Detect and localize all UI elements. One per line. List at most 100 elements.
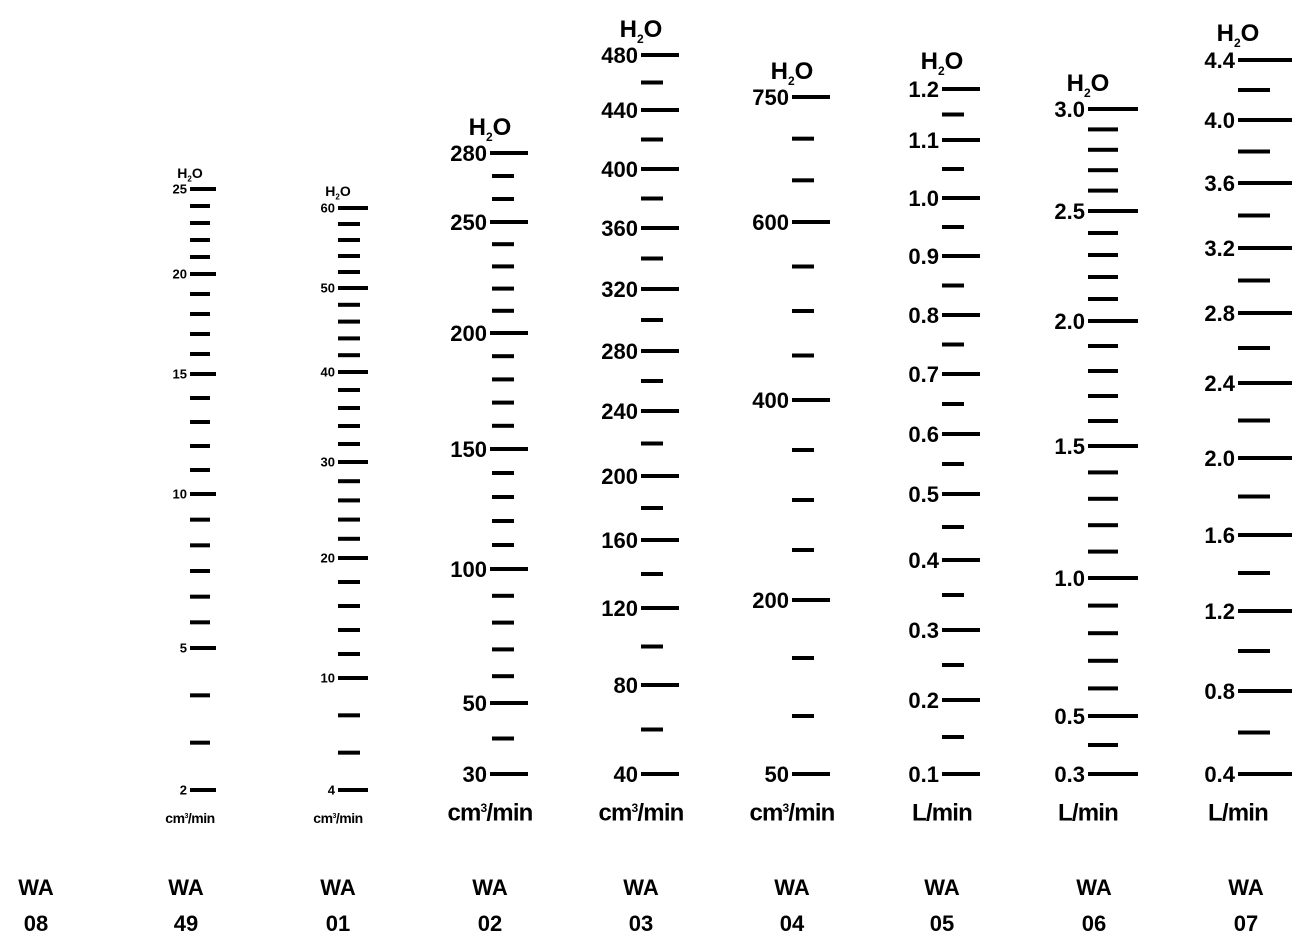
tick-label: 1.5 — [1054, 434, 1085, 459]
minor-tick — [641, 379, 663, 383]
tick-label: 750 — [752, 85, 789, 110]
minor-tick — [942, 225, 964, 229]
minor-tick — [792, 656, 814, 660]
minor-tick — [338, 580, 360, 584]
minor-tick — [1088, 168, 1118, 173]
major-tick — [1238, 246, 1292, 250]
minor-tick — [190, 569, 210, 573]
minor-tick — [942, 593, 964, 597]
minor-tick — [338, 270, 360, 274]
major-tick — [1238, 118, 1292, 122]
model-prefix: WA — [1228, 875, 1264, 900]
minor-tick — [338, 713, 360, 718]
tick-label: 440 — [601, 98, 638, 123]
minor-tick — [190, 238, 210, 242]
major-tick — [942, 313, 980, 317]
unit-label: cm3/min — [165, 810, 214, 826]
minor-tick — [1238, 418, 1270, 423]
major-tick — [641, 772, 679, 776]
minor-tick — [1238, 571, 1270, 575]
major-tick — [1088, 714, 1138, 718]
minor-tick — [942, 402, 964, 406]
tick-label: 3.6 — [1204, 171, 1235, 196]
major-tick — [792, 598, 830, 602]
major-tick — [1088, 209, 1138, 213]
minor-tick — [190, 396, 210, 400]
unit-header-h2o: H2O — [1217, 20, 1260, 50]
unit-label: L/min — [912, 799, 972, 826]
minor-tick — [492, 400, 514, 405]
minor-tick — [338, 498, 360, 503]
minor-tick — [190, 221, 210, 225]
tick-label: 1.0 — [908, 186, 939, 211]
minor-tick — [792, 548, 814, 552]
major-tick — [641, 108, 679, 112]
major-tick — [641, 538, 679, 542]
minor-tick — [492, 593, 514, 598]
major-tick — [641, 409, 679, 413]
minor-tick — [492, 174, 514, 178]
major-tick — [490, 772, 528, 776]
major-tick — [641, 287, 679, 291]
tick-label: 4.4 — [1204, 48, 1235, 73]
unit-header-h2o: H2O — [177, 165, 203, 184]
tick-label: 40 — [321, 365, 335, 380]
major-tick — [1088, 576, 1138, 580]
minor-tick — [492, 423, 514, 428]
minor-tick — [641, 256, 663, 261]
major-tick — [338, 556, 368, 560]
minor-tick — [792, 353, 814, 358]
minor-tick — [190, 204, 210, 208]
major-tick — [792, 772, 830, 776]
major-tick — [641, 606, 679, 610]
tick-label: 10 — [321, 671, 335, 686]
tick-label: 600 — [752, 210, 789, 235]
tick-label: 60 — [321, 201, 335, 216]
tick-label: 30 — [463, 762, 487, 787]
minor-tick — [942, 462, 964, 466]
major-tick — [338, 370, 368, 374]
model-number: 04 — [780, 911, 805, 936]
tick-label: 0.2 — [908, 688, 939, 713]
tick-label: 1.1 — [908, 128, 939, 153]
major-tick — [942, 432, 980, 436]
minor-tick — [338, 536, 360, 541]
model-prefix: WA — [774, 875, 810, 900]
tick-label: 280 — [450, 141, 487, 166]
minor-tick — [1088, 496, 1118, 501]
model-number: 49 — [174, 911, 198, 936]
minor-tick — [942, 342, 964, 347]
minor-tick — [641, 441, 663, 446]
tick-label: 150 — [450, 437, 487, 462]
minor-tick — [792, 264, 814, 269]
minor-tick — [190, 420, 210, 424]
model-prefix: WA — [924, 875, 960, 900]
unit-label: cm3/min — [447, 799, 532, 826]
tick-label: 200 — [450, 321, 487, 346]
model-number: 02 — [478, 911, 502, 936]
unit-header-h2o: H2O — [325, 183, 351, 202]
tick-label: 100 — [450, 557, 487, 582]
minor-tick — [492, 519, 514, 523]
major-tick — [1088, 444, 1138, 448]
minor-tick — [492, 620, 514, 625]
tick-label: 2.8 — [1204, 301, 1235, 326]
minor-tick — [492, 264, 514, 269]
unit-header-h2o: H2O — [1067, 70, 1110, 100]
tick-label: 50 — [463, 691, 487, 716]
minor-tick — [338, 388, 360, 392]
minor-tick — [492, 647, 514, 652]
minor-tick — [190, 543, 210, 548]
tick-label: 50 — [321, 281, 335, 296]
tick-label: 200 — [601, 464, 638, 489]
minor-tick — [190, 255, 210, 259]
major-tick — [942, 372, 980, 376]
major-tick — [641, 349, 679, 353]
tick-label: 20 — [173, 267, 187, 282]
minor-tick — [338, 628, 360, 632]
model-prefix: WA — [472, 875, 508, 900]
minor-tick — [338, 604, 360, 608]
minor-tick — [942, 663, 964, 667]
major-tick — [338, 676, 368, 680]
